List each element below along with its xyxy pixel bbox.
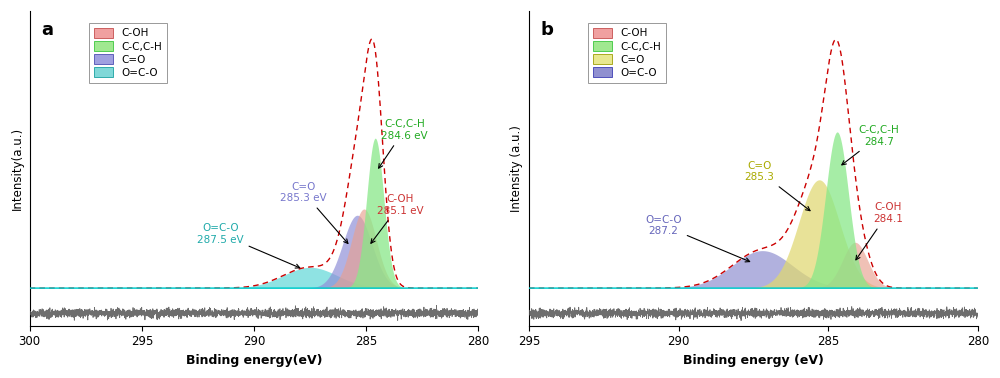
- X-axis label: Binding energy (eV): Binding energy (eV): [683, 354, 824, 367]
- Legend: C-OH, C-C,C-H, C=O, O=C-O: C-OH, C-C,C-H, C=O, O=C-O: [588, 23, 666, 83]
- Text: C=O
285.3 eV: C=O 285.3 eV: [280, 181, 348, 243]
- Text: O=C-O
287.2: O=C-O 287.2: [645, 215, 750, 262]
- Text: b: b: [540, 20, 553, 39]
- Text: C-OH
285.1 eV: C-OH 285.1 eV: [371, 194, 423, 243]
- Text: C-OH
284.1: C-OH 284.1: [856, 202, 903, 260]
- Text: O=C-O
287.5 eV: O=C-O 287.5 eV: [197, 223, 300, 268]
- Text: C=O
285.3: C=O 285.3: [744, 161, 810, 211]
- Text: a: a: [41, 20, 53, 39]
- Y-axis label: Intensity(a.u.): Intensity(a.u.): [11, 127, 24, 210]
- Legend: C-OH, C-C,C-H, C=O, O=C-O: C-OH, C-C,C-H, C=O, O=C-O: [89, 23, 167, 83]
- Y-axis label: Intensity (a.u.): Intensity (a.u.): [510, 125, 523, 212]
- Text: C-C,C-H
284.6 eV: C-C,C-H 284.6 eV: [379, 119, 428, 168]
- Text: C-C,C-H
284.7: C-C,C-H 284.7: [842, 125, 899, 165]
- X-axis label: Binding energy(eV): Binding energy(eV): [186, 354, 322, 367]
